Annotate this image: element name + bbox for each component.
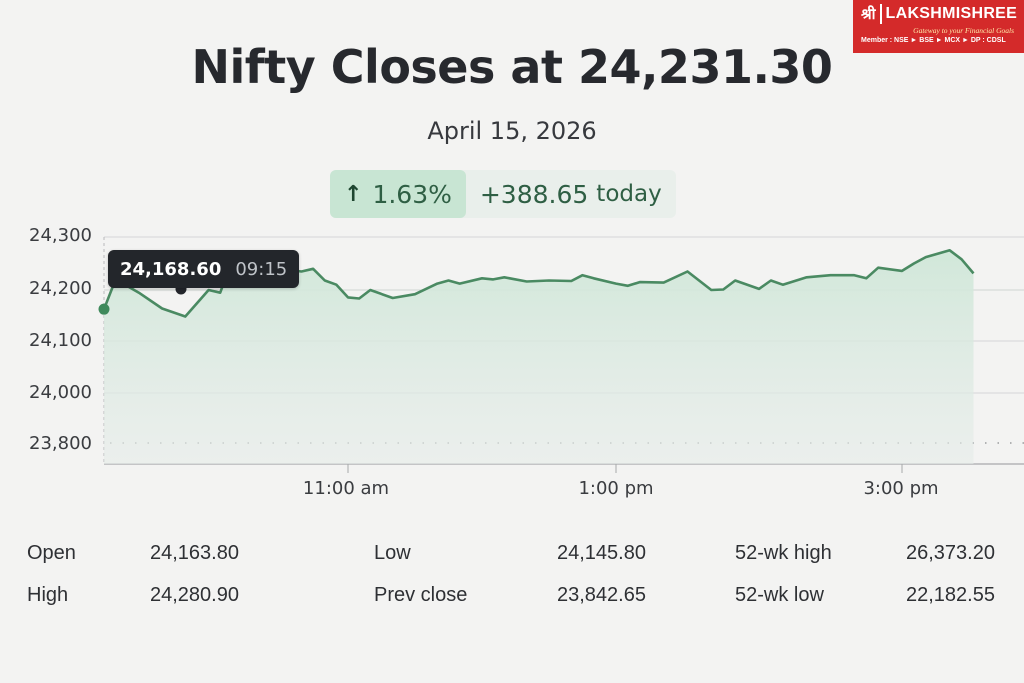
logo-membership: Member : NSE ► BSE ► MCX ► DP : CDSL <box>861 37 1006 44</box>
stat-prev-close-value: 23,842.65 <box>557 584 646 606</box>
stat-52wk-low-label: 52-wk low <box>735 584 824 606</box>
points-change: +388.65 today <box>466 170 676 218</box>
stat-52wk-high-label: 52-wk high <box>735 542 832 564</box>
x-tick-label: 1:00 pm <box>578 478 654 499</box>
brand-logo: श्री LAKSHMISHREE Gateway to your Financ… <box>853 0 1024 53</box>
price-area-fill <box>104 250 974 464</box>
percent-change-value: 1.63% <box>372 179 452 209</box>
date-label: April 15, 2026 <box>427 117 597 145</box>
change-summary: ↑ 1.63% +388.65 today <box>330 170 676 218</box>
x-tick-label: 3:00 pm <box>863 478 939 499</box>
arrow-up-icon: ↑ <box>344 181 363 207</box>
chart-plot-area[interactable] <box>0 220 1024 510</box>
intraday-chart[interactable]: 24,300 24,200 24,100 24,000 23,800 11:00… <box>0 220 1024 510</box>
stat-low-label: Low <box>374 542 411 564</box>
chart-tooltip: 24,168.60 09:15 <box>108 250 300 288</box>
open-point-marker <box>98 303 110 315</box>
stat-high-label: High <box>27 584 69 606</box>
stat-low-value: 24,145.80 <box>557 542 646 564</box>
page-title: Nifty Closes at 24,231.30 <box>191 40 833 94</box>
logo-name: LAKSHMISHREE <box>885 5 1018 22</box>
tooltip-value: 24,168.60 <box>120 258 222 280</box>
x-tick-label: 11:00 am <box>302 478 390 499</box>
stat-high-value: 24,280.90 <box>150 584 239 606</box>
logo-script: श्री <box>861 4 882 24</box>
y-tick-label: 24,100 <box>29 330 92 351</box>
logo-tagline: Gateway to your Financial Goals <box>913 26 1014 35</box>
stat-52wk-high-value: 26,373.20 <box>906 542 995 564</box>
stat-52wk-low-value: 22,182.55 <box>906 584 995 606</box>
y-tick-label: 24,000 <box>29 382 92 403</box>
percent-change-badge: ↑ 1.63% <box>330 170 466 218</box>
y-tick-label: 24,200 <box>29 278 92 299</box>
points-change-value: +388.65 <box>479 179 589 209</box>
tooltip-time: 09:15 <box>235 258 288 280</box>
y-tick-label: 23,800 <box>29 433 92 454</box>
points-change-suffix: today <box>596 181 662 207</box>
stat-open-label: Open <box>27 542 76 564</box>
stat-prev-close-label: Prev close <box>374 584 468 606</box>
stat-open-value: 24,163.80 <box>150 542 239 564</box>
y-tick-label: 24,300 <box>29 225 92 246</box>
